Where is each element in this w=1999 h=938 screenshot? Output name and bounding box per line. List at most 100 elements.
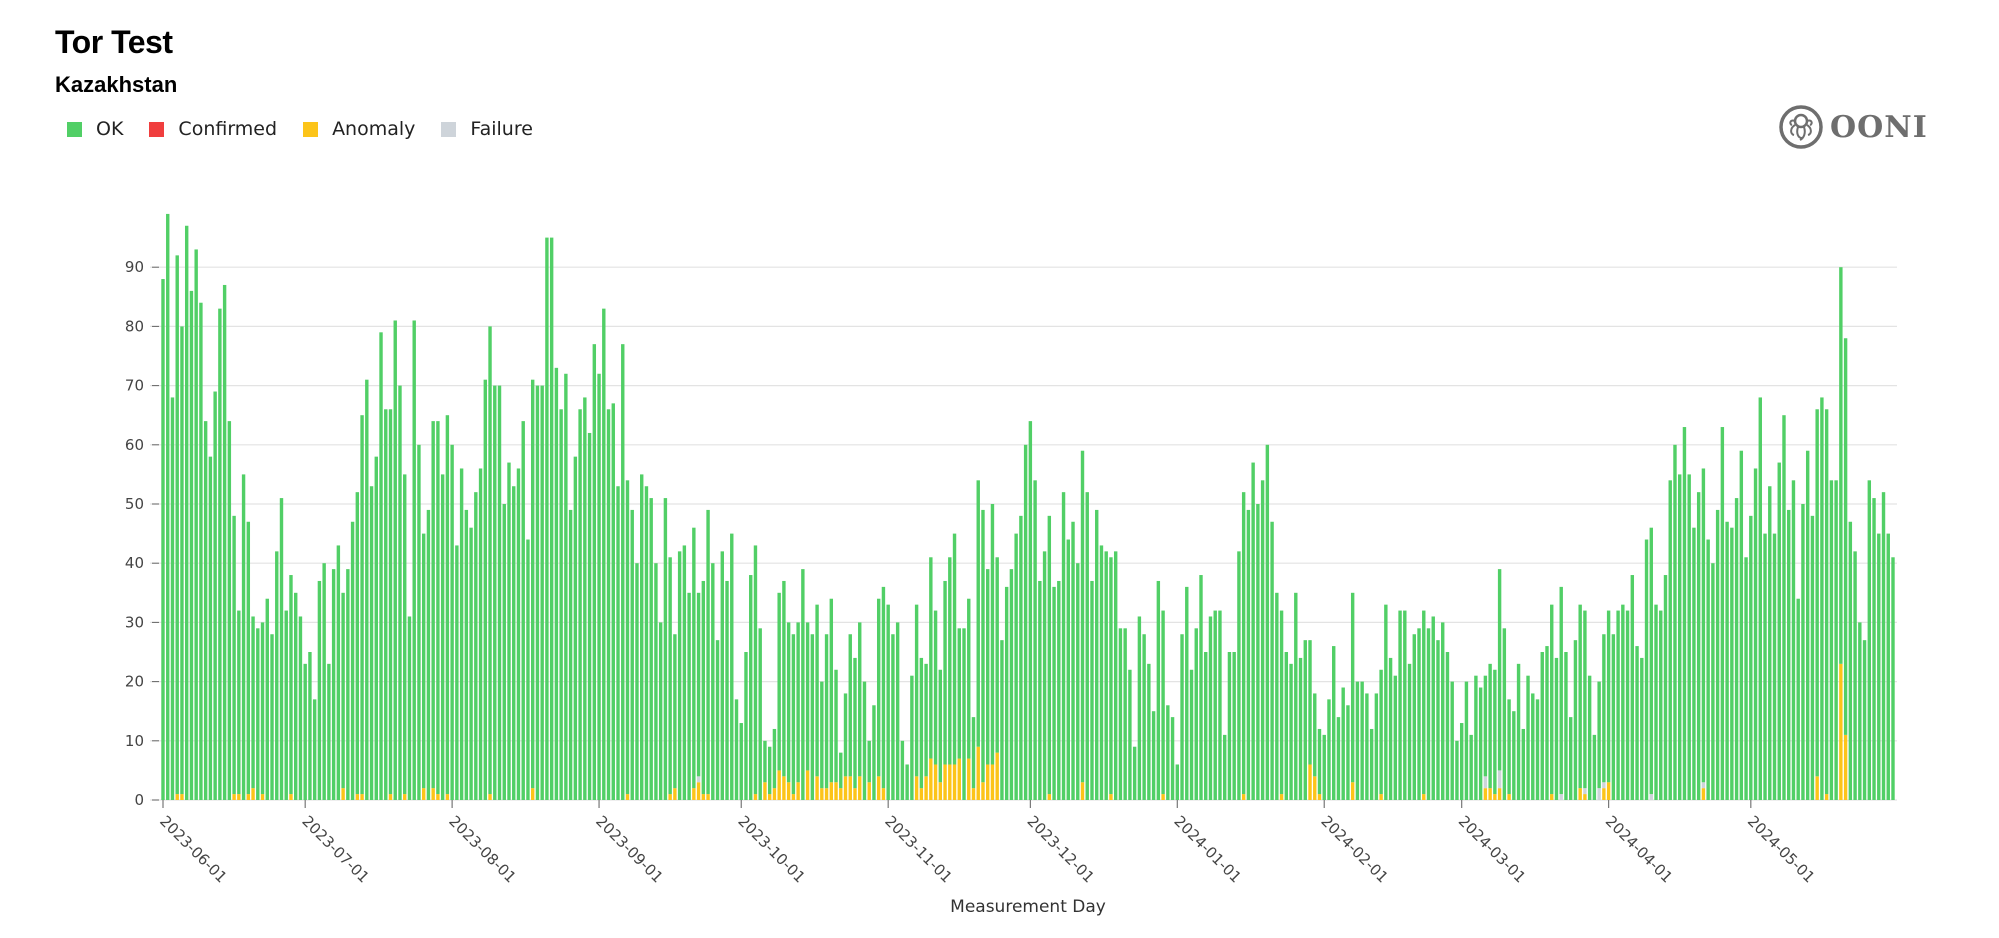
bar-2024-04-16[interactable] bbox=[1678, 474, 1682, 800]
bar-2024-01-05[interactable] bbox=[1194, 628, 1198, 800]
bar-2023-11-23[interactable] bbox=[990, 504, 995, 800]
bar-2024-01-08[interactable] bbox=[1208, 616, 1213, 800]
bar-2024-01-12[interactable] bbox=[1227, 652, 1232, 800]
bar-2023-09-18[interactable] bbox=[677, 551, 682, 800]
bar-2023-09-03[interactable] bbox=[606, 409, 611, 800]
bar-2023-12-27[interactable] bbox=[1151, 711, 1156, 800]
bar-2024-05-13[interactable] bbox=[1805, 450, 1810, 800]
bar-2023-09-10[interactable] bbox=[640, 474, 644, 800]
bar-2023-07-06[interactable] bbox=[327, 663, 331, 800]
bar-2023-11-26[interactable] bbox=[1004, 586, 1009, 800]
bar-2023-11-17[interactable] bbox=[962, 628, 966, 800]
bar-2024-02-20[interactable] bbox=[1412, 634, 1416, 800]
bar-2023-08-04[interactable] bbox=[464, 509, 469, 800]
bar-2023-06-27[interactable] bbox=[284, 610, 288, 800]
bar-2023-06-18[interactable] bbox=[241, 474, 246, 800]
bar-2024-04-29[interactable] bbox=[1739, 450, 1744, 800]
bar-2023-12-31[interactable] bbox=[1170, 717, 1175, 800]
bar-2024-01-17[interactable] bbox=[1251, 462, 1255, 800]
bar-2024-03-19[interactable] bbox=[1545, 646, 1549, 800]
bar-2024-03-04[interactable] bbox=[1474, 675, 1478, 800]
bar-2024-01-21[interactable] bbox=[1270, 521, 1274, 800]
bar-2024-05-21[interactable] bbox=[1843, 338, 1848, 800]
bar-2023-06-12[interactable] bbox=[213, 391, 217, 800]
bar-2023-07-16[interactable] bbox=[374, 456, 378, 800]
bar-2023-07-08[interactable] bbox=[336, 545, 341, 800]
bar-2024-01-13[interactable] bbox=[1232, 652, 1236, 800]
bar-2023-08-02[interactable] bbox=[455, 545, 459, 800]
bar-2023-12-29[interactable] bbox=[1161, 610, 1165, 800]
bar-2023-06-30[interactable] bbox=[298, 616, 303, 800]
bar-2024-05-17[interactable] bbox=[1824, 409, 1829, 800]
bar-2024-03-17[interactable] bbox=[1535, 699, 1540, 800]
bar-2024-05-15[interactable] bbox=[1815, 409, 1819, 800]
bar-2023-06-14[interactable] bbox=[222, 284, 227, 801]
bar-2024-02-07[interactable] bbox=[1350, 592, 1355, 800]
bar-2023-09-17[interactable] bbox=[673, 634, 677, 800]
bar-2024-01-15[interactable] bbox=[1241, 492, 1246, 800]
bar-2023-06-25[interactable] bbox=[275, 551, 279, 800]
bar-2023-11-25[interactable] bbox=[1000, 640, 1004, 800]
bar-2024-04-15[interactable] bbox=[1673, 444, 1677, 800]
bar-2024-04-19[interactable] bbox=[1692, 527, 1696, 800]
bar-2023-12-04[interactable] bbox=[1042, 551, 1047, 800]
bar-2023-06-07[interactable] bbox=[189, 290, 194, 800]
bar-2023-09-24[interactable] bbox=[706, 509, 710, 800]
bar-2024-01-04[interactable] bbox=[1189, 669, 1194, 800]
bar-2023-11-29[interactable] bbox=[1019, 515, 1023, 800]
bar-2023-08-28[interactable] bbox=[578, 409, 582, 800]
bar-2024-03-08[interactable] bbox=[1493, 669, 1497, 800]
bar-2024-04-07[interactable] bbox=[1635, 646, 1639, 800]
bar-2024-01-28[interactable] bbox=[1303, 640, 1307, 800]
bar-2023-12-09[interactable] bbox=[1066, 539, 1070, 800]
bar-2024-01-27[interactable] bbox=[1298, 657, 1303, 800]
bar-2023-10-25[interactable] bbox=[853, 657, 857, 800]
bar-2024-04-14[interactable] bbox=[1668, 480, 1672, 800]
bar-2023-11-03[interactable] bbox=[895, 622, 900, 800]
bar-2023-06-28[interactable] bbox=[289, 575, 293, 800]
bar-2023-07-19[interactable] bbox=[388, 409, 393, 800]
bar-2024-05-16[interactable] bbox=[1820, 397, 1824, 800]
bar-2024-05-11[interactable] bbox=[1796, 598, 1800, 800]
bar-2024-03-22[interactable] bbox=[1559, 586, 1563, 800]
bar-2024-02-24[interactable] bbox=[1431, 616, 1435, 800]
bar-2024-02-27[interactable] bbox=[1445, 652, 1450, 800]
bar-2023-08-15[interactable] bbox=[516, 468, 521, 800]
bar-2023-09-26[interactable] bbox=[715, 640, 720, 800]
bar-2023-10-16[interactable] bbox=[810, 634, 815, 800]
bar-2024-01-16[interactable] bbox=[1246, 509, 1251, 800]
bar-2023-08-22[interactable] bbox=[549, 237, 554, 801]
bar-2024-04-17[interactable] bbox=[1682, 427, 1687, 800]
bar-2023-06-24[interactable] bbox=[270, 634, 274, 800]
bar-2024-02-11[interactable] bbox=[1369, 728, 1374, 800]
legend-item-failure[interactable]: Failure bbox=[441, 118, 533, 140]
bar-2023-08-31[interactable] bbox=[592, 344, 597, 800]
bar-2023-09-13[interactable] bbox=[654, 563, 658, 800]
bar-2024-03-02[interactable] bbox=[1464, 681, 1469, 800]
bar-2023-12-01[interactable] bbox=[1028, 421, 1033, 800]
bar-2024-02-18[interactable] bbox=[1403, 610, 1407, 800]
bar-2024-02-28[interactable] bbox=[1450, 681, 1454, 800]
bar-2024-04-05[interactable] bbox=[1625, 610, 1630, 800]
bar-2024-05-26[interactable] bbox=[1867, 480, 1872, 800]
bar-2023-08-17[interactable] bbox=[526, 539, 530, 800]
bar-2024-01-29[interactable] bbox=[1308, 640, 1312, 800]
bar-2023-10-07[interactable] bbox=[767, 746, 772, 800]
bar-2024-03-06[interactable] bbox=[1483, 675, 1488, 800]
bar-2023-11-22[interactable] bbox=[986, 569, 990, 800]
bar-2023-12-24[interactable] bbox=[1137, 616, 1142, 800]
bar-2024-03-10[interactable] bbox=[1502, 628, 1507, 800]
bar-2023-08-13[interactable] bbox=[507, 462, 511, 800]
bar-2023-07-20[interactable] bbox=[393, 320, 397, 800]
bar-2023-08-25[interactable] bbox=[564, 373, 568, 800]
bar-2023-09-22[interactable] bbox=[696, 592, 701, 800]
bar-2024-02-25[interactable] bbox=[1436, 640, 1440, 800]
bar-2023-09-08[interactable] bbox=[630, 509, 634, 800]
bar-2023-09-09[interactable] bbox=[635, 563, 639, 800]
bar-2024-03-24[interactable] bbox=[1568, 717, 1573, 800]
bar-2024-02-16[interactable] bbox=[1393, 675, 1398, 800]
bar-2023-12-25[interactable] bbox=[1142, 634, 1146, 800]
bar-2023-11-04[interactable] bbox=[900, 740, 905, 800]
bar-2023-12-16[interactable] bbox=[1099, 545, 1104, 800]
bar-2023-08-18[interactable] bbox=[530, 379, 535, 800]
